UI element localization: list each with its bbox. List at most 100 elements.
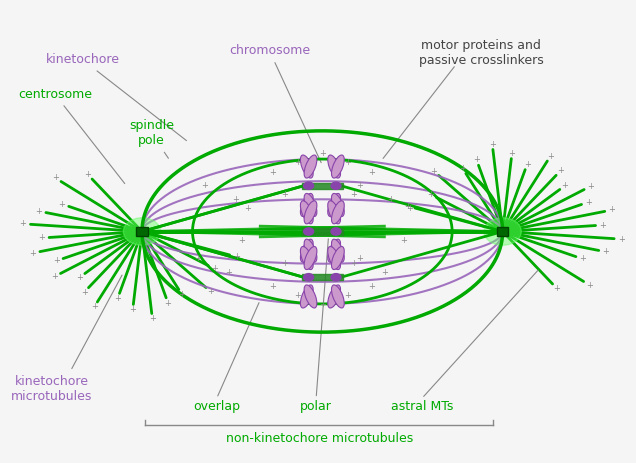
Ellipse shape bbox=[328, 285, 340, 308]
Text: +: + bbox=[38, 233, 45, 243]
Circle shape bbox=[331, 228, 341, 235]
Bar bbox=[302, 228, 343, 235]
Text: +: + bbox=[149, 314, 156, 324]
Text: +: + bbox=[20, 219, 27, 228]
Text: +: + bbox=[562, 181, 569, 190]
Ellipse shape bbox=[331, 285, 344, 308]
Text: +: + bbox=[114, 294, 121, 303]
Text: +: + bbox=[489, 139, 495, 149]
Text: +: + bbox=[523, 160, 530, 169]
Text: +: + bbox=[81, 288, 88, 297]
Text: +: + bbox=[399, 236, 406, 245]
Text: +: + bbox=[509, 149, 515, 157]
Ellipse shape bbox=[304, 285, 317, 308]
Ellipse shape bbox=[328, 155, 340, 178]
Ellipse shape bbox=[300, 155, 313, 178]
Text: +: + bbox=[282, 259, 289, 268]
Circle shape bbox=[123, 218, 161, 245]
Text: +: + bbox=[609, 206, 616, 214]
Text: +: + bbox=[350, 190, 357, 200]
Text: +: + bbox=[406, 204, 413, 213]
Text: +: + bbox=[557, 166, 564, 175]
Text: +: + bbox=[269, 282, 276, 291]
Circle shape bbox=[331, 274, 341, 281]
Text: overlap: overlap bbox=[193, 400, 240, 413]
Text: +: + bbox=[369, 168, 375, 176]
Text: +: + bbox=[431, 167, 438, 176]
Text: +: + bbox=[226, 268, 233, 277]
Text: +: + bbox=[579, 255, 586, 263]
Text: +: + bbox=[85, 170, 91, 179]
Text: +: + bbox=[356, 255, 363, 263]
Text: +: + bbox=[602, 247, 609, 257]
Text: +: + bbox=[459, 164, 466, 173]
Text: +: + bbox=[165, 299, 172, 307]
Text: +: + bbox=[319, 149, 326, 158]
Circle shape bbox=[484, 218, 522, 245]
Text: +: + bbox=[294, 158, 301, 168]
Text: +: + bbox=[369, 282, 375, 291]
Ellipse shape bbox=[300, 194, 313, 217]
Text: +: + bbox=[282, 190, 289, 200]
Circle shape bbox=[303, 274, 314, 281]
Text: +: + bbox=[52, 174, 59, 182]
Text: +: + bbox=[350, 259, 357, 268]
Text: +: + bbox=[29, 249, 36, 257]
Text: spindle
pole: spindle pole bbox=[129, 119, 174, 158]
Ellipse shape bbox=[331, 239, 344, 262]
Bar bbox=[136, 227, 148, 236]
Text: +: + bbox=[547, 151, 554, 161]
Circle shape bbox=[331, 182, 341, 189]
Text: +: + bbox=[381, 268, 388, 277]
Circle shape bbox=[303, 228, 314, 235]
Text: +: + bbox=[76, 273, 83, 282]
Text: +: + bbox=[51, 272, 58, 281]
Text: +: + bbox=[553, 284, 560, 293]
Text: +: + bbox=[294, 291, 301, 300]
Text: +: + bbox=[618, 235, 625, 244]
Text: +: + bbox=[129, 306, 136, 314]
Bar bbox=[302, 182, 343, 189]
Text: +: + bbox=[179, 290, 185, 299]
Text: astral MTs: astral MTs bbox=[391, 400, 453, 413]
Text: +: + bbox=[344, 291, 350, 300]
Ellipse shape bbox=[328, 246, 340, 269]
Text: +: + bbox=[59, 200, 66, 208]
Bar bbox=[302, 274, 343, 281]
Text: +: + bbox=[232, 195, 238, 204]
Text: +: + bbox=[269, 168, 276, 176]
Ellipse shape bbox=[328, 201, 340, 224]
Text: non-kinetochore microtubules: non-kinetochore microtubules bbox=[226, 432, 413, 445]
Text: +: + bbox=[585, 198, 591, 206]
Text: motor proteins and
passive crosslinkers: motor proteins and passive crosslinkers bbox=[418, 39, 543, 67]
Ellipse shape bbox=[300, 239, 313, 262]
Ellipse shape bbox=[300, 246, 313, 269]
Text: chromosome: chromosome bbox=[229, 44, 321, 163]
Text: +: + bbox=[387, 195, 394, 204]
Ellipse shape bbox=[304, 194, 317, 217]
Text: +: + bbox=[586, 281, 593, 289]
Ellipse shape bbox=[328, 239, 340, 262]
Ellipse shape bbox=[328, 194, 340, 217]
Text: +: + bbox=[35, 206, 42, 216]
Ellipse shape bbox=[304, 239, 317, 262]
Ellipse shape bbox=[304, 246, 317, 269]
Text: +: + bbox=[201, 181, 207, 190]
Ellipse shape bbox=[300, 285, 313, 308]
Text: +: + bbox=[238, 236, 245, 245]
Text: polar: polar bbox=[300, 400, 332, 413]
Text: +: + bbox=[319, 300, 326, 309]
Circle shape bbox=[303, 182, 314, 189]
Text: kinetochore: kinetochore bbox=[46, 53, 186, 141]
Text: +: + bbox=[233, 252, 240, 261]
Text: +: + bbox=[404, 202, 411, 211]
Ellipse shape bbox=[300, 201, 313, 224]
Text: +: + bbox=[587, 182, 593, 191]
Text: +: + bbox=[195, 255, 202, 263]
Ellipse shape bbox=[331, 246, 344, 269]
Ellipse shape bbox=[304, 201, 317, 224]
Text: +: + bbox=[473, 156, 480, 164]
Ellipse shape bbox=[331, 201, 344, 224]
Text: +: + bbox=[427, 190, 434, 199]
Ellipse shape bbox=[331, 155, 344, 178]
